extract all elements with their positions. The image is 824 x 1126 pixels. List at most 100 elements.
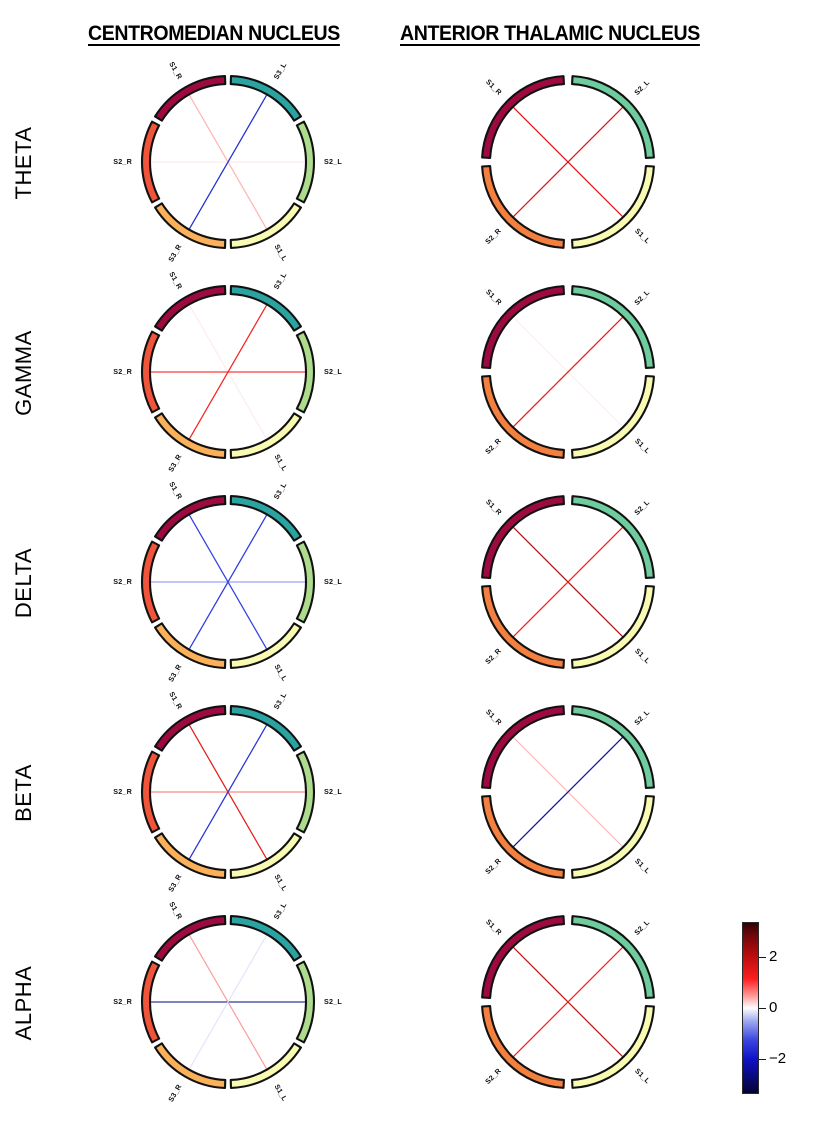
panel-row-alpha: ALPHA S1_R S2_R S3_R S1_L S2_L S3_L S1_R S2_R S1_…: [0, 900, 824, 1112]
chord-diagram-gamma-atn: S1_R S2_R S1_L S2_L: [481, 285, 655, 459]
chord-diagram-alpha-cm: S1_R S2_R S3_R S1_L S2_L S3_L: [113, 900, 342, 1103]
sector-s3_l: [229, 285, 302, 332]
sector-s1_r: [154, 285, 227, 332]
sector-label-s3_r: S3_R: [166, 452, 183, 473]
sector-s2_l: [295, 120, 315, 204]
sector-label-s1_l: S1_L: [633, 226, 652, 245]
sector-s1_l: [571, 1005, 655, 1089]
sector-s2_l: [295, 960, 315, 1044]
sector-s2_r: [141, 330, 161, 414]
sector-label-s1_r: S1_R: [484, 287, 504, 307]
sector-label-s2_r: S2_R: [113, 577, 132, 586]
sector-label-s1_r: S1_R: [484, 917, 504, 937]
column-header-bar: CENTROMEDIAN NUCLEUS ANTERIOR THALAMIC N…: [0, 22, 824, 56]
sector-s3_r: [154, 622, 227, 669]
sector-label-s1_l: S1_L: [273, 1083, 290, 1103]
sector-label-s3_l: S3_L: [272, 480, 289, 500]
sector-s2_r: [481, 795, 565, 879]
band-label-theta: THETA: [11, 126, 36, 200]
chord-link-s2_r-s2_l: [512, 736, 624, 848]
sector-s2_r: [481, 585, 565, 669]
sector-s1_l: [571, 165, 655, 249]
sector-label-s1_r: S1_R: [167, 270, 184, 291]
sector-label-s1_r: S1_R: [484, 707, 504, 727]
sector-label-s2_r: S2_R: [483, 646, 503, 666]
sector-s2_l: [571, 915, 655, 999]
sector-label-s1_r: S1_R: [167, 690, 184, 711]
sector-s2_r: [481, 1005, 565, 1089]
sector-label-s2_l: S2_L: [324, 367, 342, 376]
sector-label-s2_l: S2_L: [632, 78, 651, 97]
sector-s1_l: [229, 832, 302, 879]
sector-s1_r: [154, 705, 227, 752]
sector-s2_l: [571, 495, 655, 579]
sector-s2_r: [141, 750, 161, 834]
chord-diagram-alpha-atn: S1_R S2_R S1_L S2_L: [481, 915, 655, 1089]
sector-label-s1_l: S1_L: [273, 663, 290, 683]
sector-s1_l: [571, 375, 655, 459]
sector-s1_r: [481, 705, 565, 789]
sector-label-s2_l: S2_L: [632, 918, 651, 937]
sector-label-s2_l: S2_L: [632, 288, 651, 307]
sector-label-s2_r: S2_R: [113, 157, 132, 166]
sector-s3_l: [229, 705, 302, 752]
panel-row-gamma: GAMMA S1_R S2_R S3_R S1_L S2_L S3_L S1_R S2_R S1_…: [0, 270, 824, 482]
sector-s1_r: [154, 495, 227, 542]
chord-link-s3_r-s3_l: [188, 723, 268, 861]
sector-label-s1_l: S1_L: [273, 243, 290, 263]
sector-label-s1_r: S1_R: [484, 497, 504, 517]
chord-diagram-beta-cm: S1_R S2_R S3_R S1_L S2_L S3_L: [113, 690, 342, 893]
chord-link-s2_r-s2_l: [512, 526, 624, 638]
panel-theta-atn: S1_R S2_R S1_L S2_L: [468, 62, 668, 262]
sector-label-s1_l: S1_L: [273, 873, 290, 893]
sector-label-s1_r: S1_R: [484, 77, 504, 97]
chord-link-s2_r-s2_l: [512, 106, 624, 218]
sector-s3_r: [154, 1042, 227, 1089]
sector-s2_r: [481, 165, 565, 249]
sector-s2_r: [141, 540, 161, 624]
sector-s1_r: [154, 915, 227, 962]
sector-label-s2_l: S2_L: [324, 997, 342, 1006]
chord-diagram-gamma-cm: S1_R S2_R S3_R S1_L S2_L S3_L: [113, 270, 342, 473]
sector-label-s2_r: S2_R: [113, 997, 132, 1006]
sector-s2_l: [295, 750, 315, 834]
sector-s1_l: [229, 202, 302, 249]
sector-s3_r: [154, 832, 227, 879]
sector-s2_l: [571, 285, 655, 369]
sector-label-s2_l: S2_L: [324, 787, 342, 796]
sector-s2_r: [141, 120, 161, 204]
chord-diagram-theta-atn: S1_R S2_R S1_L S2_L: [481, 75, 655, 249]
chord-diagram-beta-atn: S1_R S2_R S1_L S2_L: [481, 705, 655, 879]
sector-label-s2_r: S2_R: [483, 1066, 503, 1086]
sector-s1_l: [571, 795, 655, 879]
sector-label-s1_l: S1_L: [633, 1066, 652, 1085]
sector-s3_r: [154, 202, 227, 249]
sector-s1_r: [481, 285, 565, 369]
colorbar-label-negative: −2: [769, 1050, 787, 1067]
sector-label-s3_r: S3_R: [166, 242, 183, 263]
sector-label-s1_r: S1_R: [167, 480, 184, 501]
sector-label-s3_l: S3_L: [272, 900, 289, 920]
colorbar-gradient: [742, 922, 759, 1094]
sector-s1_r: [481, 915, 565, 999]
panel-beta-atn: S1_R S2_R S1_L S2_L: [468, 692, 668, 892]
chord-diagram-delta-cm: S1_R S2_R S3_R S1_L S2_L S3_L: [113, 480, 342, 683]
sector-label-s1_l: S1_L: [633, 646, 652, 665]
sector-label-s2_l: S2_L: [632, 708, 651, 727]
panel-alpha-atn: S1_R S2_R S1_L S2_L: [468, 902, 668, 1102]
panel-row-beta: BETA S1_R S2_R S3_R S1_L S2_L S3_L S1_R S2_R S1_L…: [0, 690, 824, 902]
chord-link-s3_r-s3_l: [188, 303, 268, 441]
sector-s1_l: [229, 622, 302, 669]
panel-row-theta: THETA S1_R S2_R S3_R S1_L S2_L S3_L S1_R S2_R S1_…: [0, 60, 824, 272]
sector-label-s1_r: S1_R: [167, 60, 184, 81]
sector-s3_l: [229, 75, 302, 122]
chord-link-s2_r-s2_l: [512, 946, 624, 1058]
sector-label-s2_l: S2_L: [324, 577, 342, 586]
sector-s2_l: [571, 75, 655, 159]
panel-beta-cm: S1_R S2_R S3_R S1_L S2_L S3_L: [113, 690, 342, 893]
colorbar-tick-negative: [759, 1059, 766, 1060]
sector-label-s2_r: S2_R: [483, 856, 503, 876]
sector-label-s2_r: S2_R: [113, 787, 132, 796]
sector-label-s1_l: S1_L: [633, 856, 652, 875]
chord-link-s2_r-s2_l: [512, 316, 624, 428]
